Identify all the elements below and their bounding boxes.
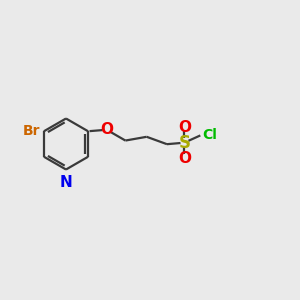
Text: S: S	[178, 134, 190, 152]
Text: N: N	[60, 175, 72, 190]
Text: Br: Br	[23, 124, 40, 138]
Text: O: O	[178, 151, 191, 166]
Text: O: O	[178, 120, 191, 135]
Text: O: O	[100, 122, 113, 137]
Text: Cl: Cl	[202, 128, 217, 142]
